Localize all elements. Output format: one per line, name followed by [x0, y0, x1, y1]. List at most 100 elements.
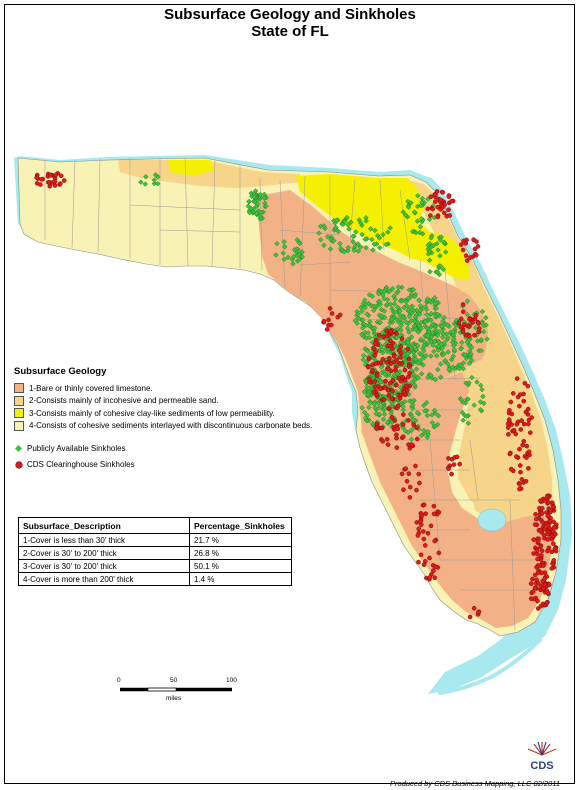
public-sinkhole-point: [435, 247, 441, 253]
public-sinkhole-point: [400, 209, 406, 215]
public-sinkhole-point: [428, 353, 434, 359]
geology-zone-3: [168, 160, 470, 280]
cds-sinkhole-point: [545, 513, 551, 519]
table-header: Percentage_Sinkholes: [189, 517, 292, 534]
public-sinkhole-point: [406, 329, 412, 335]
public-sinkhole-point: [245, 203, 251, 209]
cds-sinkhole-point: [538, 528, 543, 533]
public-sinkhole-point: [450, 329, 456, 335]
public-sinkhole-point: [479, 308, 486, 315]
cds-sinkhole-point: [48, 173, 53, 178]
legend-label-1: 1-Bare or thinly covered limestone.: [29, 383, 153, 393]
cds-sinkhole-point: [475, 244, 481, 249]
legend-swatch-3: [14, 408, 24, 419]
cds-sinkhole-point: [551, 524, 557, 530]
cds-sinkhole-point: [544, 600, 550, 605]
cds-sinkhole-point: [517, 446, 522, 452]
cds-sinkhole-point: [551, 541, 556, 547]
public-sinkhole-point: [152, 172, 159, 178]
cds-sinkhole-point: [521, 391, 526, 397]
cds-sinkhole-point: [514, 421, 520, 427]
cds-sinkhole-point: [520, 442, 525, 448]
cds-sinkhole-point: [431, 511, 437, 517]
public-sinkhole-point: [460, 366, 466, 372]
public-sinkhole-point: [424, 325, 430, 331]
cds-sinkhole-point: [420, 529, 426, 534]
public-sinkhole-point: [365, 391, 371, 398]
public-sinkhole-point: [296, 256, 302, 263]
public-sinkhole-point: [383, 241, 389, 248]
cds-sinkhole-point: [428, 213, 433, 218]
cds-sinkhole-point: [398, 344, 404, 349]
legend-item-clay: 3-Consists mainly of cohesive clay-like …: [14, 407, 312, 420]
cds-sinkhole-point: [440, 204, 446, 210]
public-sinkhole-point: [410, 287, 417, 293]
cds-sinkhole-point: [407, 484, 413, 490]
table-cell: 26.8 %: [189, 546, 292, 560]
public-sinkhole-point: [280, 250, 286, 256]
public-sinkhole-point: [274, 240, 280, 247]
public-sinkhole-point: [422, 408, 428, 414]
cds-sinkhole-point: [390, 388, 395, 394]
sunburst-icon: [527, 741, 557, 756]
cds-sinkhole-point: [417, 519, 423, 524]
green-diamond-icon: [14, 444, 23, 453]
cds-sinkhole-point: [508, 466, 514, 472]
public-sinkhole-point: [365, 330, 371, 336]
public-sinkhole-point: [151, 180, 158, 187]
public-sinkhole-point: [419, 199, 425, 205]
public-sinkhole-point: [328, 237, 334, 243]
public-sinkhole-point: [142, 181, 148, 187]
cds-sinkhole-point: [517, 463, 523, 468]
public-sinkhole-point: [248, 205, 254, 212]
cds-sinkhole-point: [392, 418, 398, 423]
public-sinkhole-point: [321, 223, 327, 229]
public-sinkhole-point: [352, 317, 358, 324]
cds-sinkhole-point: [538, 603, 544, 609]
cds-sinkhole-point: [529, 415, 534, 420]
legend-swatch-1: [14, 383, 24, 394]
public-sinkhole-point: [376, 235, 383, 241]
public-sinkhole-point: [424, 296, 431, 302]
public-sinkhole-point: [468, 351, 474, 357]
public-sinkhole-point: [408, 317, 415, 324]
cds-sinkhole-point: [389, 414, 395, 420]
cds-sinkhole-point: [337, 312, 343, 318]
public-sinkhole-point: [371, 303, 377, 309]
cds-sinkhole-point: [544, 494, 550, 499]
cds-sinkhole-point: [542, 576, 547, 582]
public-sinkhole-point: [246, 198, 252, 205]
public-sinkhole-point: [281, 239, 287, 245]
cds-sinkhole-point: [545, 531, 551, 537]
public-sinkhole-point: [414, 410, 421, 416]
public-sinkhole-point: [417, 311, 423, 318]
public-sinkhole-point: [417, 229, 423, 236]
cds-sinkhole-point: [431, 568, 436, 573]
cds-sinkhole-point: [454, 454, 460, 460]
legend-label-3: 3-Consists mainly of cohesive clay-like …: [29, 408, 275, 418]
cds-sinkhole-point: [522, 380, 528, 386]
public-sinkhole-point: [481, 329, 487, 335]
cds-sinkhole-point: [370, 362, 375, 367]
public-sinkhole-point: [345, 222, 351, 228]
public-sinkhole-point: [462, 352, 468, 358]
cds-sinkhole-point: [419, 513, 424, 519]
public-sinkhole-point: [444, 361, 451, 367]
cds-sinkhole-point: [409, 442, 414, 447]
cds-sinkhole-point: [446, 456, 451, 461]
public-sinkhole-point: [403, 319, 410, 326]
public-sinkhole-point: [409, 228, 416, 235]
public-sinkhole-point: [362, 297, 368, 303]
cds-sinkhole-point: [427, 555, 432, 561]
cds-sinkhole-point: [550, 500, 555, 506]
cds-sinkhole-point: [438, 197, 443, 203]
public-sinkhole-point: [398, 322, 404, 329]
legend-item-limestone: 1-Bare or thinly covered limestone.: [14, 382, 312, 395]
table-row: 4-Cover is more than 200' thick 1.4 %: [18, 572, 292, 586]
cds-sinkhole-point: [389, 396, 395, 401]
cds-sinkhole-point: [385, 366, 391, 371]
cds-sinkhole-point: [430, 206, 435, 212]
cds-sinkhole-point: [371, 346, 377, 351]
cds-sinkhole-point: [394, 357, 399, 363]
public-sinkhole-point: [363, 215, 369, 221]
